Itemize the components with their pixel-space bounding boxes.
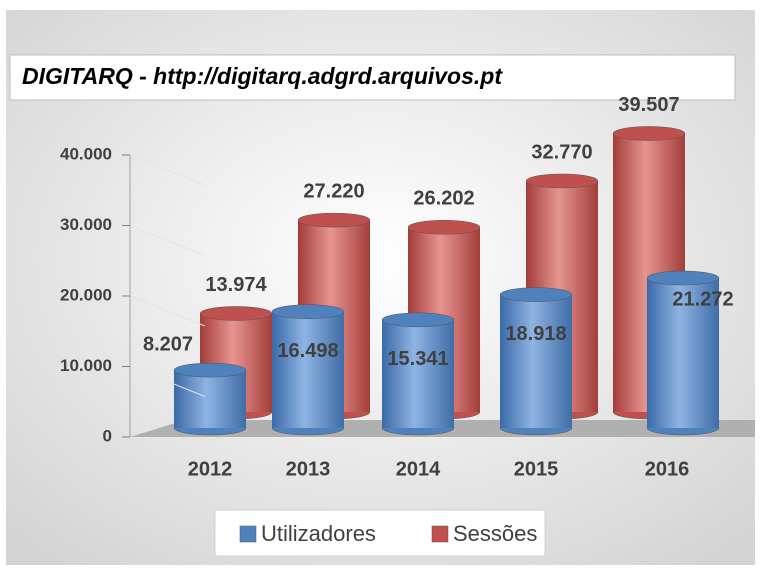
data-label: 27.220	[303, 180, 364, 202]
cylinder	[381, 312, 455, 436]
legend-label: Sessões	[453, 521, 537, 546]
bar	[647, 278, 719, 428]
legend-swatch	[431, 525, 449, 543]
data-label: 13.974	[205, 274, 267, 296]
legend-box	[214, 509, 546, 557]
title-box	[9, 54, 736, 101]
cylinder-top	[525, 173, 599, 189]
x-tick-label: 2012	[188, 458, 233, 480]
x-tick-label: 2015	[514, 458, 559, 480]
bar	[500, 294, 572, 428]
data-label: 8.207	[143, 333, 193, 355]
cylinder-top	[407, 220, 481, 235]
cylinder-top	[199, 306, 273, 321]
cylinder	[646, 270, 720, 436]
y-tick-label: 20.000	[60, 285, 112, 304]
x-tick-label: 2014	[396, 458, 441, 480]
cylinder-top	[612, 126, 686, 141]
x-tick-label: 2016	[645, 458, 690, 480]
cylinder-top	[646, 270, 720, 286]
cylinder	[271, 304, 345, 436]
grid-line	[129, 366, 206, 397]
data-label: 26.202	[413, 188, 474, 210]
data-label: 39.507	[618, 94, 679, 116]
data-label: 18.918	[505, 323, 566, 345]
y-tick-label: 10.000	[60, 356, 112, 375]
y-tick-label: 30.000	[60, 215, 112, 234]
cylinder-top	[271, 304, 345, 319]
data-label: 32.770	[531, 141, 592, 163]
y-tick-label: 40.000	[60, 144, 112, 163]
legend-swatch	[239, 525, 257, 543]
bar	[272, 311, 344, 428]
y-tick-label: 0	[103, 426, 112, 445]
grid-line	[129, 225, 206, 256]
bar	[382, 319, 454, 428]
cylinder-top	[499, 287, 573, 302]
x-tick-label: 2013	[286, 458, 331, 480]
cylinder	[499, 287, 573, 436]
cylinder-top	[381, 312, 455, 328]
cylinder-top	[297, 212, 371, 228]
cylinder-top	[173, 362, 247, 378]
data-label: 21.272	[672, 288, 733, 310]
legend-label: Utilizadores	[261, 521, 376, 546]
cylinder	[173, 362, 247, 436]
bar	[174, 370, 246, 428]
data-label: 16.498	[277, 340, 338, 362]
data-label: 15.341	[387, 348, 448, 370]
marks	[173, 126, 720, 436]
grid-line	[129, 295, 206, 327]
grid-line	[129, 154, 206, 186]
chart-title: DIGITARQ - http://digitarq.adgrd.arquivo…	[22, 63, 503, 89]
